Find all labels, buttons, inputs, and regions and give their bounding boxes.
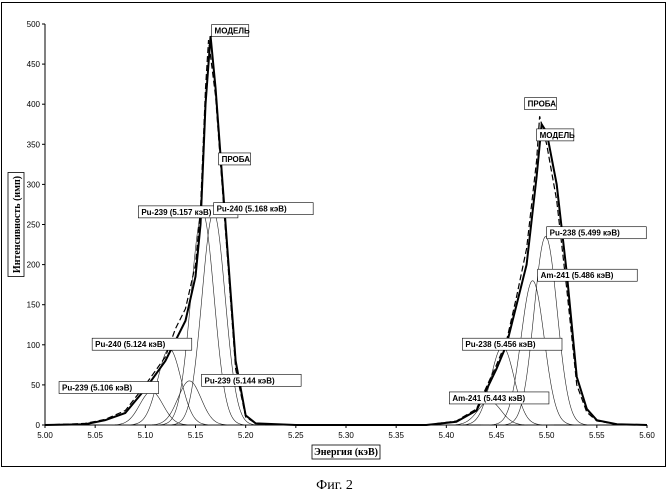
spectrum-chart: 5.00 5.05 5.10 5.15 5.20 5.25 5.30 5.35 5.40 5.45… <box>0 0 669 470</box>
y-tick-label: 500 <box>27 20 41 29</box>
x-tick-label: 5.55 <box>589 431 605 440</box>
x-tick-label: 5.00 <box>37 431 53 440</box>
y-tick-label: 150 <box>27 301 41 310</box>
y-tick-label: 400 <box>27 100 41 109</box>
callout-label: Am-241 (5.486 кэВ) <box>541 271 614 280</box>
callout-label: Pu-240 (5.168 кэВ) <box>217 205 287 214</box>
x-tick-label: 5.30 <box>338 431 354 440</box>
x-tick-label: 5.35 <box>388 431 404 440</box>
y-tick-label: 50 <box>31 381 40 390</box>
x-tick-label: 5.15 <box>188 431 204 440</box>
x-tick-label: 5.10 <box>138 431 154 440</box>
callout-label: Pu-239 (5.106 кэВ) <box>62 384 132 393</box>
y-tick-label: 350 <box>27 140 41 149</box>
figure-caption: Фиг. 2 <box>0 478 669 494</box>
y-tick-label: 100 <box>27 341 41 350</box>
y-tick-label: 0 <box>36 421 41 430</box>
callout-label: МОДЕЛЬ <box>540 131 575 140</box>
y-tick-label: 200 <box>27 261 41 270</box>
callout-label: Pu-240 (5.124 кэВ) <box>95 340 165 349</box>
y-tick-label: 450 <box>27 60 41 69</box>
callout-label: Pu-238 (5.456 кэВ) <box>465 340 535 349</box>
component-peak <box>162 213 265 425</box>
x-tick-label: 5.50 <box>539 431 555 440</box>
callout-label: МОДЕЛЬ <box>215 27 250 36</box>
y-tick-label: 250 <box>27 221 41 230</box>
callout-label: ПРОБА <box>528 100 557 109</box>
component-peak <box>451 346 554 425</box>
x-tick-label: 5.05 <box>87 431 103 440</box>
callout-label: Am-241 (5.443 кэВ) <box>452 394 525 403</box>
callout-label: Pu-238 (5.499 кэВ) <box>550 229 620 238</box>
x-tick-label: 5.40 <box>439 431 455 440</box>
callout-label: ПРОБА <box>222 155 251 164</box>
callout-label: Pu-239 (5.157 кэВ) <box>141 208 211 217</box>
x-tick-label: 5.45 <box>489 431 505 440</box>
x-tick-label: 5.25 <box>288 431 304 440</box>
x-tick-label: 5.60 <box>639 431 655 440</box>
x-axis-title: Энергия (кэВ) <box>314 447 378 458</box>
y-tick-label: 300 <box>27 180 41 189</box>
y-axis-title: Интенсивность (имп) <box>12 176 23 273</box>
x-tick-label: 5.20 <box>238 431 254 440</box>
callout-label: Pu-239 (5.144 кэВ) <box>205 376 275 385</box>
component-peak <box>151 213 254 425</box>
